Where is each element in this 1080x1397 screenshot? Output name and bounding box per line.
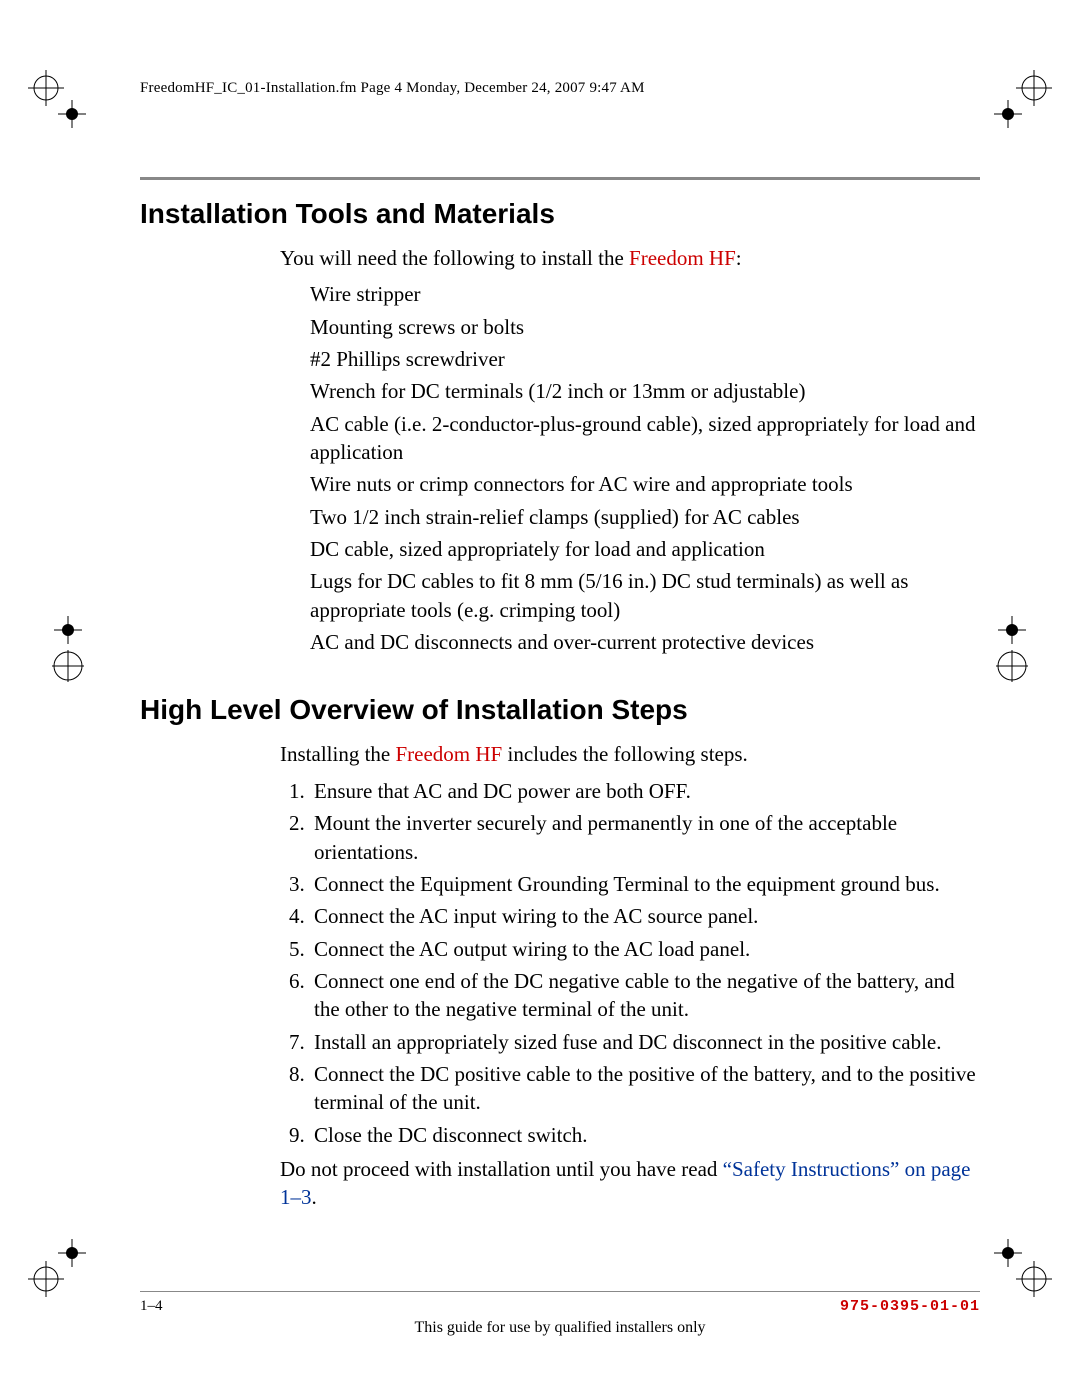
section-heading-overview: High Level Overview of Installation Step…	[140, 694, 980, 726]
list-item: Close the DC disconnect switch.	[310, 1121, 980, 1149]
horizontal-rule	[140, 177, 980, 180]
page-number: 1–4	[140, 1298, 163, 1315]
list-item: Wire nuts or crimp connectors for AC wir…	[310, 470, 980, 498]
intro-paragraph: You will need the following to install t…	[280, 244, 980, 272]
list-item: AC and DC disconnects and over-current p…	[310, 628, 980, 656]
warning-suffix: .	[312, 1185, 317, 1209]
tools-list: Wire stripper Mounting screws or bolts #2 …	[310, 280, 980, 656]
registration-mark-icon	[28, 610, 108, 690]
footer-rule	[140, 1291, 980, 1292]
section-body: Installing the Freedom HF includes the f…	[280, 740, 980, 1211]
registration-mark-icon	[992, 1237, 1052, 1297]
intro-paragraph: Installing the Freedom HF includes the f…	[280, 740, 980, 768]
header-metadata: FreedomHF_IC_01-Installation.fm Page 4 M…	[140, 80, 980, 97]
list-item: Connect the AC output wiring to the AC l…	[310, 935, 980, 963]
product-name: Freedom HF	[395, 742, 502, 766]
product-name: Freedom HF	[629, 246, 736, 270]
list-item: Ensure that AC and DC power are both OFF…	[310, 777, 980, 805]
section-body: You will need the following to install t…	[280, 244, 980, 656]
intro-suffix: includes the following steps.	[502, 742, 748, 766]
warning-text: Do not proceed with installation until y…	[280, 1157, 723, 1181]
list-item: DC cable, sized appropriately for load a…	[310, 535, 980, 563]
list-item: #2 Phillips screwdriver	[310, 345, 980, 373]
list-item: Connect the Equipment Grounding Terminal…	[310, 870, 980, 898]
page-footer: 1–4 975-0395-01-01 This guide for use by…	[140, 1283, 980, 1337]
list-item: Two 1/2 inch strain-relief clamps (suppl…	[310, 503, 980, 531]
intro-text: Installing the	[280, 742, 395, 766]
list-item: Wire stripper	[310, 280, 980, 308]
section-heading-tools: Installation Tools and Materials	[140, 198, 980, 230]
steps-list: Ensure that AC and DC power are both OFF…	[310, 777, 980, 1149]
list-item: Mounting screws or bolts	[310, 313, 980, 341]
document-number: 975-0395-01-01	[840, 1298, 980, 1315]
list-item: Connect the AC input wiring to the AC so…	[310, 902, 980, 930]
list-item: Connect one end of the DC negative cable…	[310, 967, 980, 1024]
list-item: Lugs for DC cables to fit 8 mm (5/16 in.…	[310, 567, 980, 624]
page-body: FreedomHF_IC_01-Installation.fm Page 4 M…	[140, 80, 980, 1337]
list-item: Mount the inverter securely and permanen…	[310, 809, 980, 866]
intro-suffix: :	[736, 246, 742, 270]
list-item: Install an appropriately sized fuse and …	[310, 1028, 980, 1056]
list-item: Connect the DC positive cable to the pos…	[310, 1060, 980, 1117]
registration-mark-icon	[28, 70, 88, 130]
intro-text: You will need the following to install t…	[280, 246, 629, 270]
registration-mark-icon	[972, 610, 1052, 690]
warning-paragraph: Do not proceed with installation until y…	[280, 1155, 980, 1212]
footer-note: This guide for use by qualified installe…	[140, 1319, 980, 1337]
registration-mark-icon	[992, 70, 1052, 130]
list-item: AC cable (i.e. 2-conductor-plus-ground c…	[310, 410, 980, 467]
registration-mark-icon	[28, 1237, 88, 1297]
list-item: Wrench for DC terminals (1/2 inch or 13m…	[310, 377, 980, 405]
